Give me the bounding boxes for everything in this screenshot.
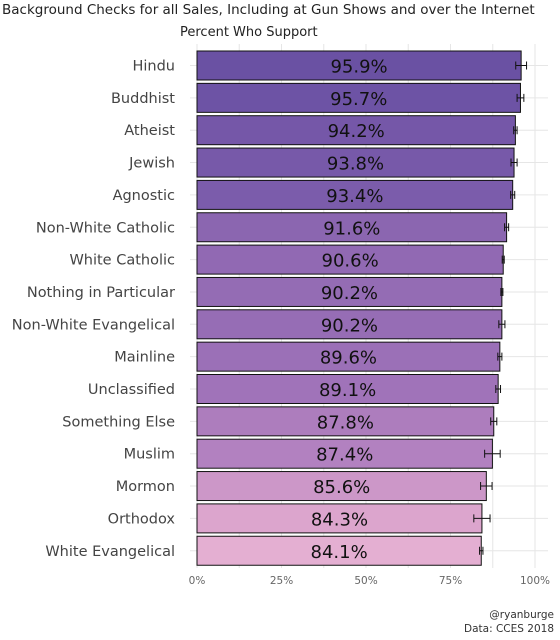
- category-label: Atheist: [124, 123, 175, 139]
- category-label: Agnostic: [113, 188, 175, 204]
- bar: [196, 309, 503, 340]
- bar-value-label: 84.3%: [311, 509, 368, 530]
- error-bar: [479, 546, 484, 555]
- error-bar: [484, 449, 501, 458]
- bar-value-label: 90.2%: [321, 283, 378, 304]
- error-bar: [498, 320, 506, 329]
- error-bar: [504, 223, 510, 232]
- category-label: Nothing in Particular: [27, 285, 175, 301]
- bar: [196, 374, 499, 404]
- category-label: Something Else: [62, 414, 175, 430]
- bar: [196, 438, 493, 469]
- error-bar: [513, 126, 518, 135]
- bar: [196, 406, 495, 437]
- bar-value-label: 95.9%: [330, 57, 387, 78]
- category-label: Unclassified: [88, 382, 175, 398]
- category-label: Jewish: [128, 156, 175, 172]
- bar: [196, 276, 503, 307]
- bar: [196, 471, 487, 502]
- x-tick-label: 25%: [270, 575, 293, 587]
- caption-source: Data: CCES 2018: [464, 623, 554, 635]
- bar-value-label: 90.2%: [321, 315, 378, 336]
- error-bar: [490, 417, 498, 426]
- error-bar: [501, 255, 505, 264]
- bar-value-label: 87.4%: [316, 445, 373, 466]
- bar-value-label: 95.7%: [330, 89, 387, 110]
- error-bar: [497, 352, 503, 361]
- x-axis-ticks: 0% 25% 50% 75% 100%: [189, 575, 550, 587]
- bar-value-label: 93.4%: [326, 186, 383, 207]
- error-bar: [510, 158, 518, 167]
- chart-subtitle: Percent Who Support: [180, 25, 318, 40]
- x-tick-label: 75%: [439, 575, 462, 587]
- bars: Hindu 95.9% Buddhist 95.7% Atheist 94.2% Jewis…: [12, 50, 528, 566]
- chart-title: Background Checks for all Sales, Includi…: [2, 2, 535, 18]
- category-label: Mainline: [114, 350, 175, 366]
- category-label: Mormon: [116, 479, 175, 495]
- error-bar: [480, 482, 493, 491]
- bar: [196, 115, 516, 146]
- bar-value-label: 87.8%: [317, 412, 374, 433]
- category-label: Orthodox: [108, 511, 176, 527]
- bar: [196, 503, 483, 534]
- bar: [196, 179, 514, 210]
- category-label: White Evangelical: [45, 544, 175, 560]
- bar-value-label: 91.6%: [323, 218, 380, 239]
- error-bar: [510, 190, 516, 199]
- error-bar: [500, 287, 504, 296]
- x-tick-label: 50%: [354, 575, 377, 587]
- bar-value-label: 84.1%: [311, 542, 368, 563]
- bar-value-label: 90.6%: [322, 251, 379, 272]
- error-bar: [473, 514, 491, 523]
- category-label: Hindu: [132, 59, 175, 75]
- bar: [196, 50, 522, 81]
- bar-value-label: 94.2%: [328, 121, 385, 142]
- bar: [196, 82, 521, 113]
- category-label: Non-White Catholic: [36, 220, 175, 236]
- category-label: Non-White Evangelical: [12, 317, 175, 333]
- category-label: Buddhist: [111, 91, 175, 107]
- error-bar: [495, 385, 502, 393]
- error-bar: [516, 93, 525, 102]
- category-label: Muslim: [124, 447, 175, 463]
- x-tick-label: 100%: [520, 575, 550, 587]
- bar: [196, 212, 508, 243]
- bar: [196, 341, 501, 372]
- caption-handle: @ryanburge: [489, 609, 554, 621]
- category-label: White Catholic: [69, 253, 175, 269]
- bar-value-label: 85.6%: [313, 477, 370, 498]
- x-tick-label: 0%: [189, 575, 206, 587]
- bar-value-label: 89.6%: [320, 348, 377, 369]
- bar-value-label: 89.1%: [319, 380, 376, 401]
- bar-value-label: 93.8%: [327, 154, 384, 175]
- error-bar: [515, 61, 528, 70]
